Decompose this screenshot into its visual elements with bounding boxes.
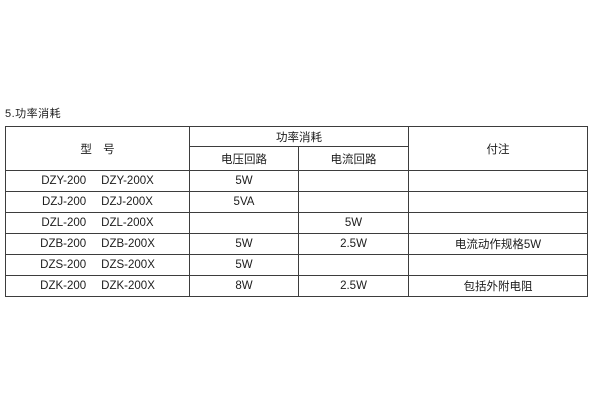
current-circuit-cell: [298, 191, 409, 213]
header-row-2: 电压回路 电流回路: [6, 146, 588, 171]
model-cell: DZB-200 DZB-200X: [5, 233, 190, 255]
header-row-1: 型 号 功率消耗 付注: [5, 126, 588, 171]
model-pair: DZY-200 DZY-200X: [7, 175, 189, 187]
current-circuit-cell: 2.5W: [298, 275, 409, 297]
model-name: DZJ-200: [42, 196, 87, 208]
table-row: DZY-200 DZY-200X 5W: [5, 170, 588, 192]
power-consumption-table: 型 号 功率消耗 付注 电压回路 电流回路 DZY-200 DZY-200X 5…: [5, 126, 588, 297]
column-header-power-group: 功率消耗: [189, 126, 409, 147]
model-cell: DZS-200 DZS-200X: [5, 254, 190, 276]
model-name: DZB-200X: [101, 238, 155, 250]
table-row: DZJ-200 DZJ-200X 5VA: [5, 191, 588, 213]
model-cell: DZL-200 DZL-200X: [5, 212, 190, 234]
voltage-circuit-cell: 8W: [189, 275, 299, 297]
model-name: DZJ-200X: [101, 196, 153, 208]
column-header-current-circuit: 电流回路: [298, 146, 409, 171]
model-pair: DZS-200 DZS-200X: [7, 259, 189, 271]
table-row: DZS-200 DZS-200X 5W: [5, 254, 588, 276]
note-cell: [408, 170, 588, 192]
model-pair: DZJ-200 DZJ-200X: [7, 196, 189, 208]
model-name: DZS-200X: [101, 259, 155, 271]
model-name: DZL-200X: [101, 217, 154, 229]
note-cell: 电流动作规格5W: [408, 233, 588, 255]
model-pair: DZB-200 DZB-200X: [7, 238, 189, 250]
table-row: DZK-200 DZK-200X 8W 2.5W 包括外附电阻: [5, 275, 588, 297]
model-name: DZB-200: [40, 238, 87, 250]
current-circuit-cell: [298, 170, 409, 192]
note-cell: [408, 191, 588, 213]
current-circuit-cell: 5W: [298, 212, 409, 234]
current-circuit-cell: 2.5W: [298, 233, 409, 255]
column-header-model: 型 号: [5, 126, 190, 171]
model-cell: DZK-200 DZK-200X: [5, 275, 190, 297]
voltage-circuit-cell: 5W: [189, 254, 299, 276]
model-name: DZS-200: [40, 259, 87, 271]
model-cell: DZY-200 DZY-200X: [5, 170, 190, 192]
voltage-circuit-cell: 5W: [189, 170, 299, 192]
note-cell: [408, 212, 588, 234]
model-pair: DZL-200 DZL-200X: [7, 217, 189, 229]
model-name: DZY-200X: [101, 175, 154, 187]
model-name: DZY-200: [41, 175, 87, 187]
current-circuit-cell: [298, 254, 409, 276]
model-cell: DZJ-200 DZJ-200X: [5, 191, 190, 213]
table-row: DZB-200 DZB-200X 5W 2.5W 电流动作规格5W: [5, 233, 588, 255]
voltage-circuit-cell: 5VA: [189, 191, 299, 213]
note-cell: [408, 254, 588, 276]
model-name: DZL-200: [41, 217, 87, 229]
table-row: DZL-200 DZL-200X 5W: [5, 212, 588, 234]
model-pair: DZK-200 DZK-200X: [7, 280, 189, 292]
note-cell: 包括外附电阻: [408, 275, 588, 297]
voltage-circuit-cell: 5W: [189, 233, 299, 255]
column-header-notes: 付注: [408, 126, 588, 171]
model-name: DZK-200: [40, 280, 87, 292]
model-name: DZK-200X: [101, 280, 155, 292]
column-header-voltage-circuit: 电压回路: [189, 146, 299, 171]
voltage-circuit-cell: [189, 212, 299, 234]
section-heading: 5.功率消耗: [5, 108, 62, 120]
